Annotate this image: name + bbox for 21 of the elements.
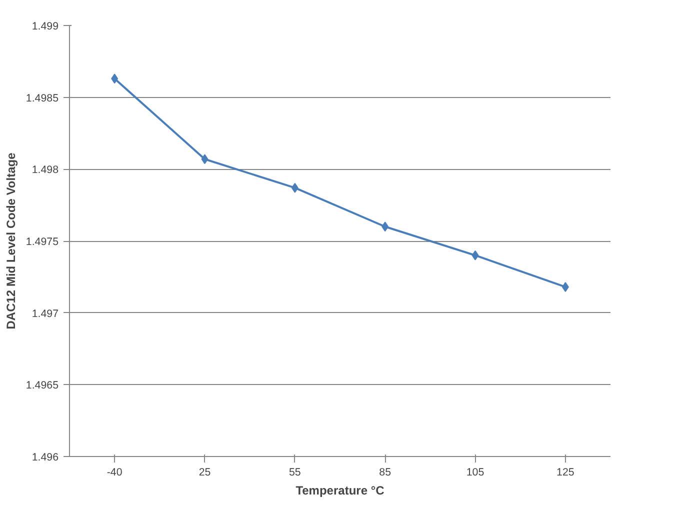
x-tick-label: 125 (556, 466, 574, 478)
point (291, 182, 298, 193)
x-tick-label: 105 (466, 466, 484, 478)
point (472, 250, 479, 260)
point (111, 74, 118, 84)
y-tick-label: 1.4965 (26, 380, 59, 392)
x-tick-label: -40 (106, 466, 122, 478)
x-axis-title: Temperature °C (296, 484, 385, 498)
point (201, 154, 208, 164)
y-tick-label: 1.498 (32, 164, 59, 176)
x-tick-label: 55 (288, 466, 301, 478)
y-axis-title: DAC12 Mid Level Code Voltage (4, 152, 18, 330)
point (382, 222, 389, 232)
x-tick-label: 25 (198, 466, 211, 478)
y-tick-label: 1.497 (32, 308, 59, 320)
y-tick-label: 1.4975 (26, 236, 59, 248)
y-tick-label: 1.496 (32, 452, 59, 464)
point (562, 282, 569, 292)
y-tick-label: 1.499 (32, 20, 59, 32)
y-tick-label: 1.4985 (26, 92, 59, 104)
x-tick-label: 85 (379, 466, 392, 478)
